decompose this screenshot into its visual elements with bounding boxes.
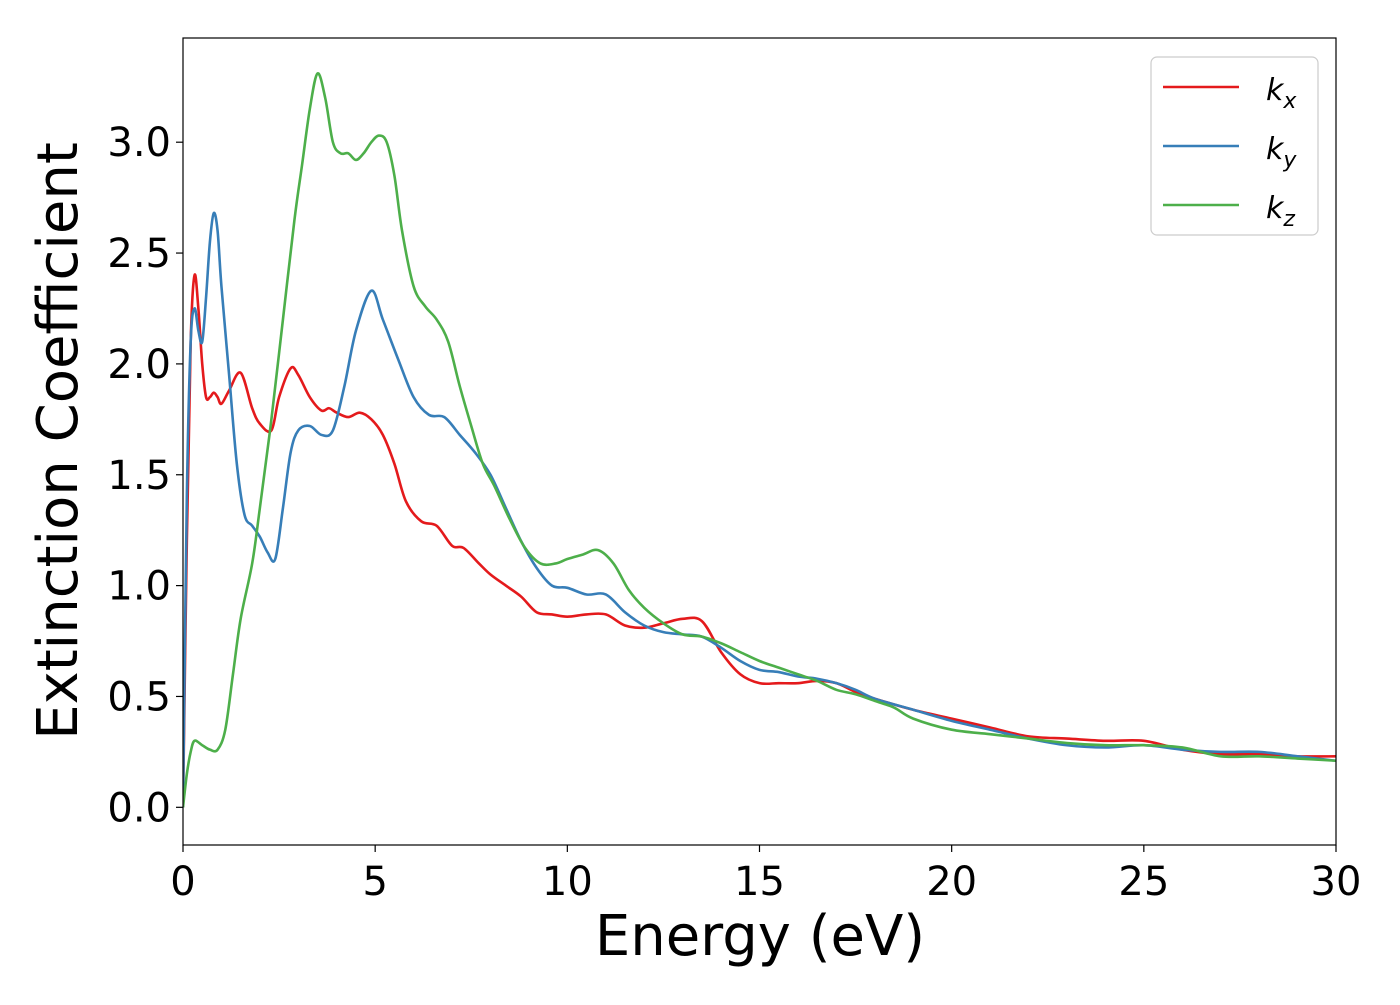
x-tick-label: 0	[170, 859, 195, 905]
y-tick-label: 0.0	[107, 785, 171, 831]
plot-area	[183, 72, 1336, 808]
y-tick-label: 1.0	[107, 564, 171, 610]
y-tick-label: 2.0	[107, 342, 171, 388]
series-line-ky	[183, 211, 1336, 808]
y-axis-title: Extinction Coefficient	[26, 142, 91, 740]
y-tick-label: 0.5	[107, 674, 171, 720]
series-line-kz	[183, 72, 1336, 808]
legend-label-kz: kz	[1266, 191, 1295, 232]
y-tick-label: 3.0	[107, 120, 171, 166]
x-axis-title: Energy (eV)	[595, 904, 925, 969]
x-tick-label: 10	[542, 859, 593, 905]
x-tick-label: 25	[1118, 859, 1169, 905]
series-line-kx	[183, 273, 1336, 808]
y-tick-label: 2.5	[107, 231, 171, 277]
x-tick-label: 15	[734, 859, 785, 905]
x-tick-label: 20	[926, 859, 977, 905]
x-tick-label: 5	[362, 859, 387, 905]
ticks: 0 5 10 15 20 25 30 0.0 0.5 1.0 1.5 2.0 2.5 3.0	[107, 120, 1361, 905]
x-tick-label: 30	[1311, 859, 1362, 905]
y-tick-label: 1.5	[107, 453, 171, 499]
